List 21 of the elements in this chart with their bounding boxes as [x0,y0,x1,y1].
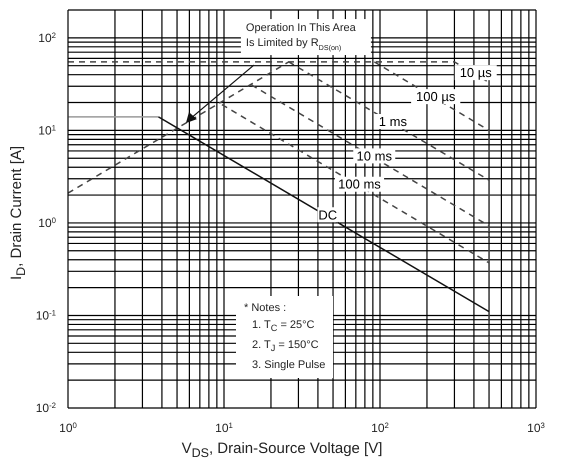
annotation: 3. Single Pulse [251,358,326,374]
annotation: 1. T$_{C}$ = 25°C [251,318,316,336]
series-label: 100 µs [416,89,456,104]
x-axis-title: V$_{DS}$, Drain-Source Voltage [V] [180,440,384,460]
y-tick-label: 10$^{-2}$ [36,400,56,415]
x-tick-label: 10$^{0}$ [59,420,78,435]
series-label: 10 ms [356,148,392,164]
annotation: Operation In This Area Is Limited by R$_{DS(on)}$ [246,22,357,52]
series-label: 1 ms [378,114,408,130]
x-tick-label: 10$^{2}$ [371,420,389,435]
y-tick-label: 10$^{2}$ [38,30,56,45]
x-tick-label: 10$^{1}$ [215,420,233,435]
annotation: 2. T$_{J}$ = 150°C [251,338,320,356]
y-tick-label: 10$^{0}$ [38,215,57,230]
y-tick-label: 10$^{-1}$ [36,308,56,322]
x-tick-label: 10$^{3}$ [527,420,545,435]
series-label: 10 µs [460,65,492,80]
series-label: DC [318,207,338,222]
annotation: * Notes : [244,301,288,316]
series-label: 100 ms [338,176,382,192]
y-tick-label: 10$^{1}$ [38,122,56,138]
